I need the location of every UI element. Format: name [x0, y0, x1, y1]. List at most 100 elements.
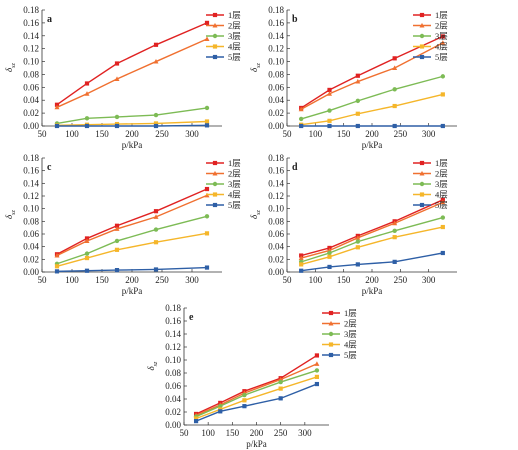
data-point — [114, 268, 120, 273]
data-point — [440, 250, 445, 256]
data-point — [314, 353, 320, 358]
series-2 — [298, 40, 446, 112]
panel-letter: d — [292, 162, 298, 173]
data-point — [153, 240, 159, 245]
data-point — [355, 73, 360, 78]
data-point — [114, 123, 120, 129]
data-point — [153, 123, 159, 129]
y-tick-label: 0.00 — [268, 267, 284, 277]
y-tick-label: 0.14 — [23, 178, 39, 188]
data-point — [314, 361, 320, 366]
x-tick-label: 100 — [65, 129, 79, 139]
x-tick-label: 150 — [95, 129, 109, 139]
legend-label: 4层 — [344, 340, 357, 350]
series-line — [195, 369, 318, 418]
y-tick-label: 0.04 — [268, 95, 284, 105]
y-tick-label: 0.14 — [268, 178, 284, 188]
data-point — [193, 419, 199, 424]
data-point — [153, 209, 159, 214]
y-tick-label: 0.18 — [23, 153, 39, 163]
data-point — [355, 245, 360, 250]
series-1 — [54, 20, 210, 107]
y-tick-label: 0.08 — [268, 69, 284, 79]
legend-marker — [212, 181, 218, 187]
y-tick-label: 0.18 — [23, 5, 39, 15]
x-tick-label: 300 — [185, 275, 199, 285]
y-tick-label: 0.04 — [268, 242, 284, 252]
series-2 — [54, 36, 210, 110]
x-tick-label: 200 — [365, 275, 379, 285]
panel-b: 0.00 0.02 0.04 0.06 0.08 0.10 0.12 0.14 0.16 0.18… — [249, 5, 457, 150]
data-point — [84, 268, 90, 273]
data-point — [193, 416, 199, 421]
y-tick-label: 0.04 — [23, 242, 39, 252]
data-point — [440, 215, 446, 220]
y-tick-label: 0.12 — [165, 342, 181, 352]
legend-marker — [328, 310, 334, 316]
legend-label: 3层 — [344, 329, 357, 339]
data-point — [298, 255, 304, 261]
legend-marker — [419, 192, 425, 197]
legend-label: 2层 — [228, 21, 241, 31]
y-tick-label: 0.06 — [23, 82, 39, 92]
y-tick-label: 0.10 — [23, 204, 39, 214]
y-tick-label: 0.06 — [268, 82, 284, 92]
series-4 — [299, 224, 445, 267]
data-point — [440, 40, 446, 45]
data-point — [153, 42, 159, 47]
x-tick-label: 250 — [274, 428, 288, 438]
x-tick-label: 100 — [201, 428, 215, 438]
data-point — [440, 74, 446, 79]
x-tick-label: 150 — [226, 428, 240, 438]
y-tick-label: 0.12 — [23, 191, 39, 201]
data-point — [392, 235, 397, 240]
data-point — [54, 269, 60, 274]
data-point — [327, 250, 332, 256]
series-5 — [54, 123, 210, 129]
y-tick-label: 0.08 — [165, 368, 181, 378]
series-line — [301, 93, 443, 126]
panel-a: 0.00 0.02 0.04 0.06 0.08 0.10 0.12 0.14 0.16 0.18… — [4, 5, 241, 150]
data-point — [204, 36, 210, 41]
data-point — [153, 112, 159, 118]
x-axis-label: p/kPa — [362, 286, 383, 296]
data-point — [84, 251, 90, 256]
y-tick-label: 0.08 — [23, 216, 39, 226]
x-tick-label: 250 — [155, 129, 169, 139]
y-tick-label: 0.16 — [23, 166, 39, 176]
data-point — [327, 264, 332, 270]
data-point — [392, 87, 397, 92]
legend-label: 2层 — [435, 169, 448, 179]
data-point — [218, 403, 223, 409]
x-tick-label: 250 — [155, 275, 169, 285]
data-point — [440, 199, 446, 205]
legend-label: 3层 — [435, 179, 448, 189]
y-axis-label: δsz — [249, 209, 262, 219]
legend-marker — [419, 181, 425, 187]
data-point — [299, 268, 304, 273]
y-tick-label: 0.02 — [268, 254, 284, 264]
y-tick-label: 0.16 — [268, 18, 284, 28]
series-line — [56, 22, 208, 106]
data-point — [204, 214, 210, 219]
x-axis-label: p/kPa — [122, 286, 143, 296]
data-point — [278, 379, 283, 385]
data-point — [84, 81, 90, 86]
legend-marker — [419, 22, 425, 28]
x-axis-label: p/kPa — [362, 140, 383, 150]
series-4 — [54, 231, 210, 269]
data-point — [204, 231, 210, 236]
x-tick-label: 300 — [422, 129, 436, 139]
data-point — [392, 65, 398, 70]
series-5 — [54, 265, 210, 274]
y-axis-label: δsz — [249, 62, 262, 72]
data-point — [392, 259, 397, 264]
y-tick-label: 0.12 — [268, 44, 284, 54]
data-point — [54, 252, 60, 258]
data-point — [204, 105, 210, 111]
series-line — [195, 376, 318, 420]
